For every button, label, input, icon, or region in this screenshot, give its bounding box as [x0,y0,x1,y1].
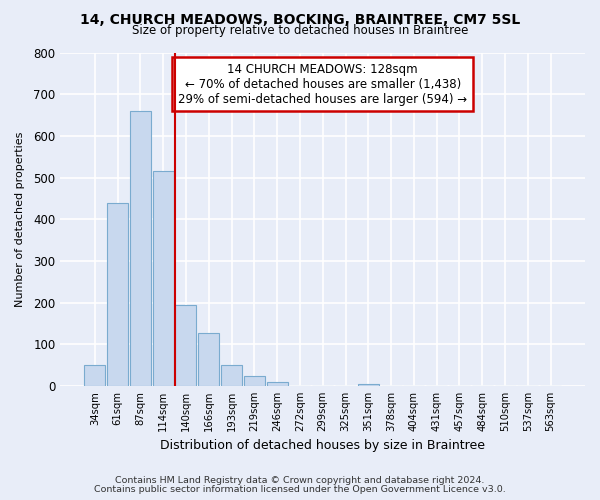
Bar [358,384,379,386]
Bar [221,365,242,386]
Bar [266,382,287,386]
Bar [130,111,151,386]
Bar [198,332,219,386]
Bar [152,172,173,386]
Text: 14, CHURCH MEADOWS, BOCKING, BRAINTREE, CM7 5SL: 14, CHURCH MEADOWS, BOCKING, BRAINTREE, … [80,12,520,26]
Bar [84,365,105,386]
Text: Contains public sector information licensed under the Open Government Licence v3: Contains public sector information licen… [94,485,506,494]
Bar [244,376,265,386]
Text: Size of property relative to detached houses in Braintree: Size of property relative to detached ho… [132,24,468,37]
Bar [175,306,196,386]
Text: 14 CHURCH MEADOWS: 128sqm
← 70% of detached houses are smaller (1,438)
29% of se: 14 CHURCH MEADOWS: 128sqm ← 70% of detac… [178,62,467,106]
Y-axis label: Number of detached properties: Number of detached properties [15,132,25,307]
Bar [107,202,128,386]
Text: Contains HM Land Registry data © Crown copyright and database right 2024.: Contains HM Land Registry data © Crown c… [115,476,485,485]
X-axis label: Distribution of detached houses by size in Braintree: Distribution of detached houses by size … [160,440,485,452]
